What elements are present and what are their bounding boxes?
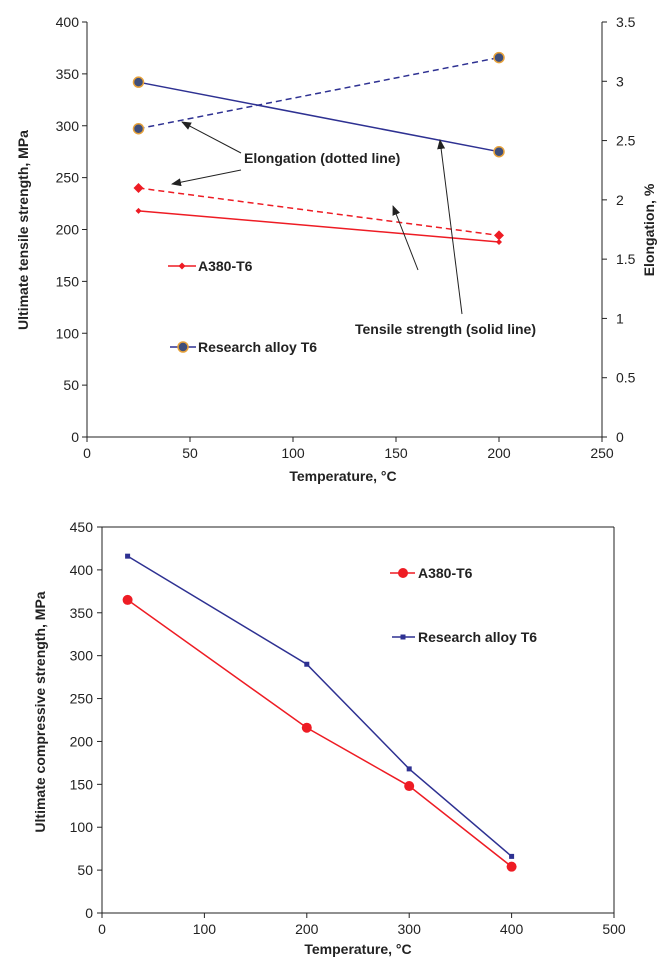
- y-tick-label: 450: [70, 519, 94, 535]
- x-tick-label: 400: [500, 921, 524, 937]
- tensile-chart-tick-labels: 0 50 100 150 200 2500501001502002503003504000…: [56, 14, 636, 461]
- y-tick-label: 150: [56, 273, 80, 289]
- legend-label-a380: A380-T6: [198, 258, 253, 274]
- x-tick-label: 100: [193, 921, 217, 937]
- tensile-chart-annotations: Elongation (dotted line) Tensile strengt…: [171, 121, 536, 337]
- x-tick-label: 300: [398, 921, 422, 937]
- legend-marker-a380-compressive: [398, 568, 408, 578]
- legend-label-research: Research alloy T6: [198, 339, 317, 355]
- y2-tick-label: 3: [616, 73, 624, 89]
- tensile-chart: 0 50 100 150 200 2500501001502002503003504000…: [15, 14, 657, 484]
- compressive-chart-x-axis-title: Temperature, °C: [304, 941, 411, 957]
- y2-tick-label: 3.5: [616, 14, 636, 30]
- y-tick-label: 150: [70, 776, 94, 792]
- data-point-research-compressive: [125, 553, 131, 559]
- compressive-chart-axes: [97, 526, 615, 918]
- legend-marker-research: [177, 341, 189, 353]
- legend-marker-a380: [178, 262, 186, 270]
- tensile-chart-axes: [82, 21, 607, 442]
- y2-tick-label: 2.5: [616, 133, 636, 149]
- series-line-a380-compressive: [127, 599, 513, 868]
- x-tick-label: 500: [602, 921, 626, 937]
- y2-tick-label: 1.5: [616, 251, 636, 267]
- y2-tick-label: 0: [616, 429, 624, 445]
- data-point-research-elongation: [493, 51, 505, 64]
- data-point-research-compressive: [406, 766, 412, 772]
- legend-item-research: Research alloy T6: [170, 339, 317, 355]
- compressive-chart-y-axis-title: Ultimate compressive strength, MPa: [32, 591, 48, 832]
- x-tick-label: 100: [281, 445, 305, 461]
- data-point-a380-compressive: [301, 722, 312, 733]
- annotation-arrow-tensile-a380: [392, 205, 419, 271]
- x-tick-label: 50: [182, 445, 198, 461]
- annotation-tensile-strength: Tensile strength (solid line): [355, 321, 536, 337]
- y2-tick-label: 0.5: [616, 370, 636, 386]
- y2-tick-label: 2: [616, 192, 624, 208]
- x-tick-label: 0: [83, 445, 91, 461]
- legend-marker-research-compressive: [400, 634, 406, 640]
- data-point-research-tensile: [493, 145, 505, 158]
- y-tick-label: 0: [71, 429, 79, 445]
- y-tick-label: 50: [63, 377, 79, 393]
- legend-item-a380-compressive: A380-T6: [390, 565, 473, 581]
- y-tick-label: 50: [77, 862, 93, 878]
- legend-label-a380-compressive: A380-T6: [418, 565, 473, 581]
- annotation-arrow-tensile-research: [437, 139, 463, 315]
- y-tick-label: 250: [70, 691, 94, 707]
- data-point-research-compressive: [509, 853, 515, 859]
- series-line-a380-elongation: [138, 187, 500, 237]
- y2-tick-label: 1: [616, 310, 624, 326]
- legend-item-research-compressive: Research alloy T6: [392, 629, 537, 645]
- data-point-a380-compressive: [122, 594, 133, 605]
- data-point-research-compressive: [304, 661, 310, 667]
- tensile-chart-left-axis-title: Ultimate tensile strength, MPa: [15, 130, 31, 330]
- y-tick-label: 300: [56, 118, 80, 134]
- x-tick-label: 150: [384, 445, 408, 461]
- compressive-chart-series: [122, 553, 517, 872]
- series-line-research-compressive: [127, 555, 513, 857]
- compressive-chart-tick-labels: 0 100 200 300 400 500 0 50 100 150 200 250 300 350 400…: [70, 519, 626, 937]
- data-point-research-elongation: [132, 122, 145, 135]
- x-tick-label: 200: [295, 921, 319, 937]
- y-tick-label: 400: [56, 14, 80, 30]
- tensile-chart-series: [132, 51, 505, 245]
- data-point-a380-compressive: [404, 781, 415, 792]
- series-line-research-elongation: [138, 56, 500, 130]
- x-tick-label: 250: [590, 445, 614, 461]
- y-tick-label: 100: [56, 325, 80, 341]
- y-tick-label: 350: [56, 66, 80, 82]
- legend-item-a380: A380-T6: [168, 258, 253, 274]
- y-tick-label: 400: [70, 562, 94, 578]
- data-point-research-tensile: [132, 76, 145, 88]
- tensile-chart-x-axis-title: Temperature, °C: [289, 468, 396, 484]
- annotation-arrow-elongation-a380: [171, 169, 242, 187]
- x-tick-label: 200: [487, 445, 511, 461]
- data-point-a380-elongation: [494, 230, 504, 241]
- compressive-chart-legend: A380-T6 Research alloy T6: [390, 565, 537, 645]
- y-tick-label: 200: [70, 733, 94, 749]
- data-point-a380-tensile: [135, 207, 142, 214]
- compressive-chart: 0 100 200 300 400 500 0 50 100 150 200 250 300 350 400…: [32, 519, 626, 957]
- series-line-a380-tensile: [138, 210, 500, 243]
- legend-label-research-compressive: Research alloy T6: [418, 629, 537, 645]
- y-tick-label: 300: [70, 648, 94, 664]
- x-tick-label: 0: [98, 921, 106, 937]
- tensile-chart-right-axis-title: Elongation, %: [641, 183, 657, 276]
- data-point-a380-elongation: [133, 183, 144, 193]
- y-tick-label: 350: [70, 605, 94, 621]
- y-tick-label: 0: [85, 905, 93, 921]
- y-tick-label: 200: [56, 222, 80, 238]
- y-tick-label: 100: [70, 819, 94, 835]
- tensile-chart-legend: A380-T6 Research alloy T6: [168, 258, 317, 355]
- annotation-arrow-elongation-research: [181, 121, 242, 154]
- data-point-a380-compressive: [506, 861, 517, 872]
- annotation-elongation: Elongation (dotted line): [244, 150, 400, 166]
- data-point-a380-tensile: [496, 238, 502, 245]
- y-tick-label: 250: [56, 170, 80, 186]
